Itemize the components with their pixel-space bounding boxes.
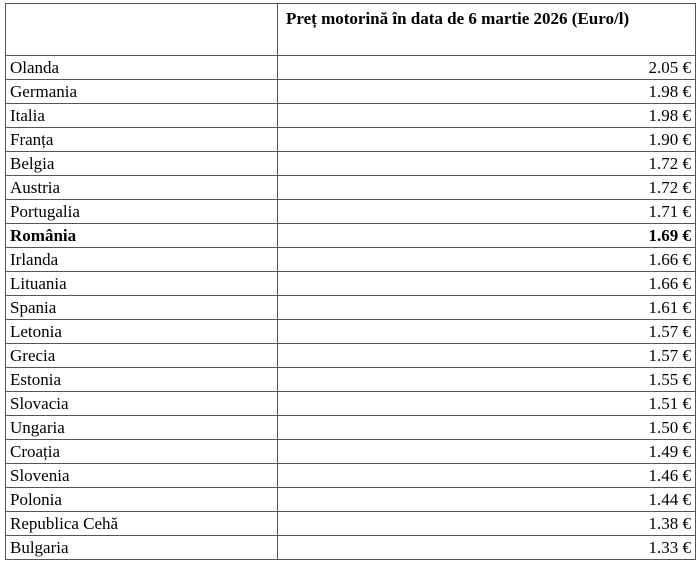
country-cell: Slovenia <box>5 463 278 488</box>
price-cell: 1.72 € <box>277 175 696 200</box>
country-cell: Grecia <box>5 343 278 368</box>
price-cell: 1.51 € <box>277 391 696 416</box>
price-cell: 1.66 € <box>277 247 696 272</box>
table-row: Slovenia 1.46 € <box>5 463 696 488</box>
table-row: Estonia 1.55 € <box>5 367 696 392</box>
price-cell: 1.33 € <box>277 535 696 560</box>
country-cell: Irlanda <box>5 247 278 272</box>
price-cell: 1.44 € <box>277 487 696 512</box>
price-cell: 1.72 € <box>277 151 696 176</box>
price-cell: 1.61 € <box>277 295 696 320</box>
table-row: Ungaria 1.50 € <box>5 415 696 440</box>
country-cell: Lituania <box>5 271 278 296</box>
price-cell: 1.57 € <box>277 319 696 344</box>
diesel-price-table: Preț motorină în data de 6 martie 2026 (… <box>5 3 696 560</box>
price-cell: 1.50 € <box>277 415 696 440</box>
country-cell: Austria <box>5 175 278 200</box>
price-cell: 1.90 € <box>277 127 696 152</box>
table-row: Letonia 1.57 € <box>5 319 696 344</box>
table-row: Slovacia 1.51 € <box>5 391 696 416</box>
price-cell: 1.57 € <box>277 343 696 368</box>
price-cell: 2.05 € <box>277 55 696 80</box>
table-row: Grecia 1.57 € <box>5 343 696 368</box>
table-row: Irlanda 1.66 € <box>5 247 696 272</box>
price-cell: 1.71 € <box>277 199 696 224</box>
price-cell: 1.69 € <box>277 223 696 248</box>
header-price-cell: Preț motorină în data de 6 martie 2026 (… <box>277 3 696 56</box>
country-cell: Portugalia <box>5 199 278 224</box>
country-cell: Italia <box>5 103 278 128</box>
price-cell: 1.66 € <box>277 271 696 296</box>
table-row: România 1.69 € <box>5 223 696 248</box>
country-cell: România <box>5 223 278 248</box>
price-cell: 1.46 € <box>277 463 696 488</box>
table-header-row: Preț motorină în data de 6 martie 2026 (… <box>5 3 696 56</box>
table-row: Belgia 1.72 € <box>5 151 696 176</box>
price-cell: 1.38 € <box>277 511 696 536</box>
country-cell: Germania <box>5 79 278 104</box>
country-cell: Slovacia <box>5 391 278 416</box>
header-country-cell <box>5 3 278 56</box>
country-cell: Estonia <box>5 367 278 392</box>
country-cell: Polonia <box>5 487 278 512</box>
table-row: Italia 1.98 € <box>5 103 696 128</box>
table-row: Austria 1.72 € <box>5 175 696 200</box>
table-row: Polonia 1.44 € <box>5 487 696 512</box>
table-row: Bulgaria 1.33 € <box>5 535 696 560</box>
country-cell: Republica Cehă <box>5 511 278 536</box>
country-cell: Spania <box>5 295 278 320</box>
country-cell: Olanda <box>5 55 278 80</box>
country-cell: Belgia <box>5 151 278 176</box>
price-cell: 1.98 € <box>277 79 696 104</box>
country-cell: Letonia <box>5 319 278 344</box>
table-row: Portugalia 1.71 € <box>5 199 696 224</box>
country-cell: Franța <box>5 127 278 152</box>
table-row: Lituania 1.66 € <box>5 271 696 296</box>
price-cell: 1.98 € <box>277 103 696 128</box>
country-cell: Bulgaria <box>5 535 278 560</box>
price-cell: 1.55 € <box>277 367 696 392</box>
table-row: Olanda 2.05 € <box>5 55 696 80</box>
price-cell: 1.49 € <box>277 439 696 464</box>
table-row: Germania 1.98 € <box>5 79 696 104</box>
table-row: Spania 1.61 € <box>5 295 696 320</box>
country-cell: Croația <box>5 439 278 464</box>
table-row: Franța 1.90 € <box>5 127 696 152</box>
table-row: Republica Cehă 1.38 € <box>5 511 696 536</box>
table-row: Croația 1.49 € <box>5 439 696 464</box>
country-cell: Ungaria <box>5 415 278 440</box>
